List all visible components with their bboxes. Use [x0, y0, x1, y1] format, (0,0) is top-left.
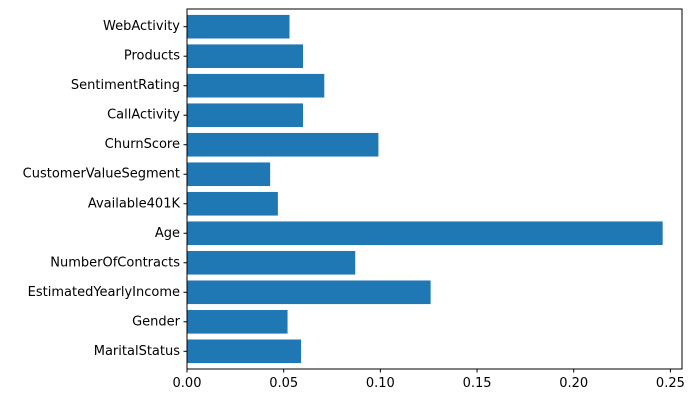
- bar-call-activity: [187, 103, 304, 128]
- bar-churn-score: [187, 132, 379, 157]
- x-tick-label: 0.00: [173, 376, 202, 391]
- bar-age: [187, 221, 663, 246]
- x-axis-ticks: 0.00 0.05 0.10 0.15 0.20 0.25: [173, 369, 685, 391]
- y-tick-label-customer-value-segment: CustomerValueSegment: [23, 167, 180, 182]
- plot-frame: [186, 8, 683, 370]
- x-tick-label: 0.10: [366, 376, 395, 391]
- y-tick-label-web-activity: WebActivity: [103, 19, 180, 34]
- y-tick-label-products: Products: [124, 49, 180, 64]
- bar-customer-value-segment: [187, 162, 271, 187]
- bar-sentiment-rating: [187, 73, 325, 98]
- bar-products: [187, 44, 304, 69]
- y-axis-ticks: MaritalStatus Gender EstimatedYearlyIncome…: [23, 19, 187, 359]
- x-tick-label: 0.05: [269, 376, 298, 391]
- y-tick-label-sentiment-rating: SentimentRating: [71, 78, 180, 93]
- bar-estimated-yearly-income: [187, 280, 431, 305]
- bar-marital-status: [187, 339, 302, 364]
- y-tick-label-churn-score: ChurnScore: [105, 137, 180, 152]
- y-tick-label-number-of-contracts: NumberOfContracts: [50, 255, 180, 270]
- y-tick-label-marital-status: MaritalStatus: [94, 344, 180, 359]
- y-tick-label-age: Age: [155, 226, 180, 241]
- bar-available401-k: [187, 191, 278, 216]
- y-tick-label-estimated-yearly-income: EstimatedYearlyIncome: [28, 285, 180, 300]
- y-tick-label-call-activity: CallActivity: [107, 108, 180, 123]
- x-tick-label: 0.25: [656, 376, 685, 391]
- y-tick-label-gender: Gender: [132, 314, 181, 329]
- bar-group: [187, 14, 663, 364]
- x-tick-label: 0.20: [559, 376, 588, 391]
- bar-gender: [187, 309, 288, 334]
- bar-web-activity: [187, 14, 290, 39]
- x-tick-label: 0.15: [463, 376, 492, 391]
- bar-number-of-contracts: [187, 250, 356, 275]
- y-tick-label-available401-k: Available401K: [88, 196, 181, 211]
